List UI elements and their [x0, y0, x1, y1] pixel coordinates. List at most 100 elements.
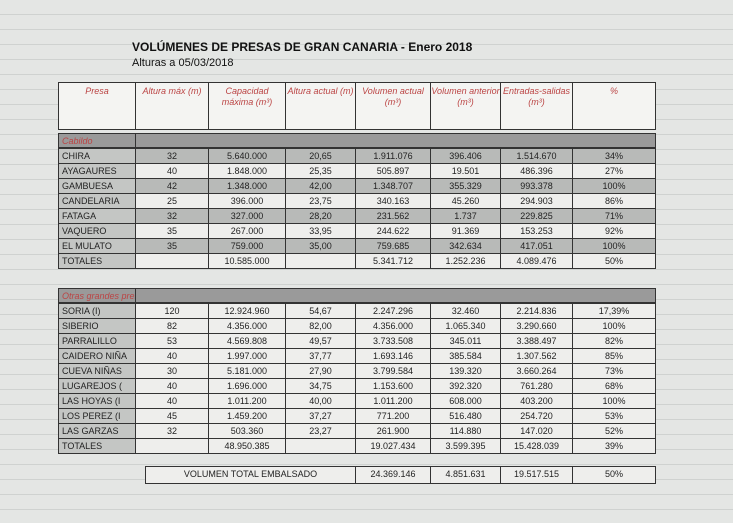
cell: 345.011 — [430, 333, 501, 349]
cell: 40 — [135, 348, 209, 364]
cell: 32 — [135, 423, 209, 439]
cell: 261.900 — [355, 423, 431, 439]
cell: 30 — [135, 363, 209, 379]
cell: 34,75 — [285, 378, 356, 394]
cell: 32 — [135, 208, 209, 224]
cell: 355.329 — [430, 178, 501, 194]
summary-cell: 4.851.631 — [430, 466, 501, 484]
cell: 139.320 — [430, 363, 501, 379]
column-header: Altura actual (m) — [285, 82, 356, 130]
cell: 1.459.200 — [208, 408, 286, 424]
row-name: VAQUERO — [58, 223, 136, 239]
column-header: Capacidad máxima (m³) — [208, 82, 286, 130]
row-name: TOTALES — [58, 438, 136, 454]
row-name: LUGAREJOS ( — [58, 378, 136, 394]
cell: 4.356.000 — [355, 318, 431, 334]
cell: 1.065.340 — [430, 318, 501, 334]
cell: 82 — [135, 318, 209, 334]
cell: 100% — [572, 318, 656, 334]
cell: 1.153.600 — [355, 378, 431, 394]
cell: 35 — [135, 223, 209, 239]
cell: 114.880 — [430, 423, 501, 439]
cell: 1.011.200 — [208, 393, 286, 409]
cell: 10.585.000 — [208, 253, 286, 269]
cell: 35,00 — [285, 238, 356, 254]
cell: 993.378 — [500, 178, 573, 194]
cell: 327.000 — [208, 208, 286, 224]
cell: 1.348.707 — [355, 178, 431, 194]
row-name: TOTALES — [58, 253, 136, 269]
section-label: Otras grandes presas — [58, 288, 136, 303]
cell — [135, 438, 209, 454]
cell: 33,95 — [285, 223, 356, 239]
row-name: AYAGAURES — [58, 163, 136, 179]
cell: 147.020 — [500, 423, 573, 439]
cell: 1.997.000 — [208, 348, 286, 364]
cell: 37,77 — [285, 348, 356, 364]
cell: 71% — [572, 208, 656, 224]
cell: 54,67 — [285, 303, 356, 319]
summary-cell: 50% — [572, 466, 656, 484]
cell: 2.247.296 — [355, 303, 431, 319]
cell: 40 — [135, 393, 209, 409]
summary-cell: 19.517.515 — [500, 466, 573, 484]
summary-cell: VOLUMEN TOTAL EMBALSADO — [145, 466, 356, 484]
cell: 85% — [572, 348, 656, 364]
cell: 53 — [135, 333, 209, 349]
row-name: PARRALILLO — [58, 333, 136, 349]
cell: 1.011.200 — [355, 393, 431, 409]
cell: 392.320 — [430, 378, 501, 394]
cell: 4.569.808 — [208, 333, 286, 349]
cell: 40 — [135, 378, 209, 394]
row-name: SIBERIO — [58, 318, 136, 334]
cell: 403.200 — [500, 393, 573, 409]
cell: 244.622 — [355, 223, 431, 239]
cell: 608.000 — [430, 393, 501, 409]
cell: 19.027.434 — [355, 438, 431, 454]
cell: 5.341.712 — [355, 253, 431, 269]
cell — [135, 253, 209, 269]
cell: 759.685 — [355, 238, 431, 254]
cell: 82% — [572, 333, 656, 349]
row-name: EL MULATO — [58, 238, 136, 254]
cell: 5.640.000 — [208, 148, 286, 164]
cell: 82,00 — [285, 318, 356, 334]
cell: 505.897 — [355, 163, 431, 179]
cell: 49,57 — [285, 333, 356, 349]
cell: 396.406 — [430, 148, 501, 164]
cell: 1.737 — [430, 208, 501, 224]
row-name: CANDELARIA — [58, 193, 136, 209]
cell: 231.562 — [355, 208, 431, 224]
cell: 267.000 — [208, 223, 286, 239]
column-header: Volumen anterior (m³) — [430, 82, 501, 130]
column-header: Volumen actual (m³) — [355, 82, 431, 130]
row-name: CUEVA NIÑAS — [58, 363, 136, 379]
cell — [285, 253, 356, 269]
cell: 396.000 — [208, 193, 286, 209]
cell: 17,39% — [572, 303, 656, 319]
cell: 1.911.076 — [355, 148, 431, 164]
cell: 486.396 — [500, 163, 573, 179]
cell: 1.693.146 — [355, 348, 431, 364]
summary-cell: 24.369.146 — [355, 466, 431, 484]
cell: 73% — [572, 363, 656, 379]
cell: 385.584 — [430, 348, 501, 364]
cell: 340.163 — [355, 193, 431, 209]
cell: 153.253 — [500, 223, 573, 239]
column-header: % — [572, 82, 656, 130]
cell: 45 — [135, 408, 209, 424]
cell: 34% — [572, 148, 656, 164]
cell: 254.720 — [500, 408, 573, 424]
cell: 40 — [135, 163, 209, 179]
cell: 100% — [572, 238, 656, 254]
cell: 48.950.385 — [208, 438, 286, 454]
cell: 516.480 — [430, 408, 501, 424]
cell: 4.356.000 — [208, 318, 286, 334]
cell: 1.252.236 — [430, 253, 501, 269]
column-header: Altura máx (m) — [135, 82, 209, 130]
subtitle: Alturas a 05/03/2018 — [132, 57, 234, 69]
cell: 417.051 — [500, 238, 573, 254]
cell: 27,90 — [285, 363, 356, 379]
cell: 86% — [572, 193, 656, 209]
row-name: LOS PEREZ (I — [58, 408, 136, 424]
